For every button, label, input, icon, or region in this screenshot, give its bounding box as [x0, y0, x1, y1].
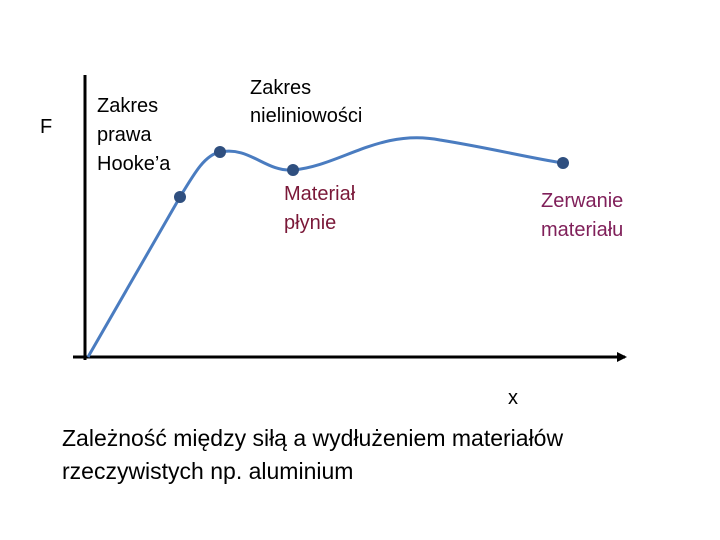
y-label: F: [40, 116, 52, 138]
point: [214, 146, 226, 158]
curve: [86, 136, 564, 358]
annotation: płynie: [284, 212, 336, 234]
caption: rzeczywistych np. aluminium: [62, 458, 353, 484]
annotation: materiału: [541, 219, 623, 241]
annotation: Hooke’a: [97, 153, 171, 175]
points: [174, 146, 569, 203]
annotation: prawa: [97, 124, 152, 146]
annotation: Zakres: [250, 77, 311, 99]
point: [287, 164, 299, 176]
annotation: Zakres: [97, 95, 158, 117]
annotation: Zerwanie: [541, 190, 623, 212]
point: [174, 191, 186, 203]
caption: Zależność między siłą a wydłużeniem mate…: [62, 425, 563, 451]
point: [557, 157, 569, 169]
annotation: Materiał: [284, 183, 356, 205]
x-label: x: [508, 387, 518, 409]
annotation: nieliniowości: [250, 105, 362, 127]
